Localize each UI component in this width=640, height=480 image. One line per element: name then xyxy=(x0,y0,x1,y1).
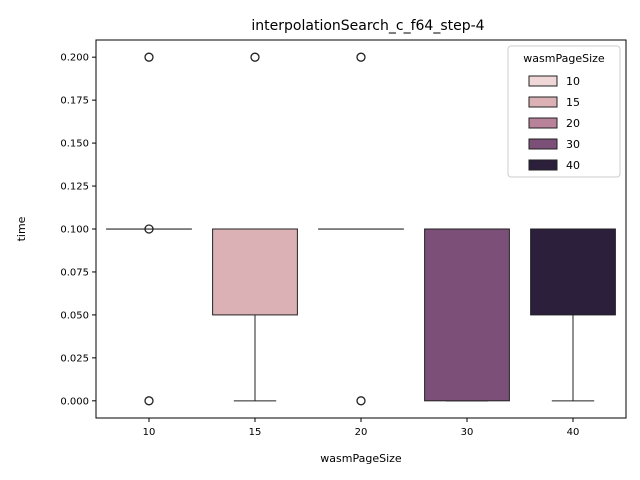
outlier-point xyxy=(144,224,154,234)
legend-label-40: 40 xyxy=(566,159,580,172)
outlier-point xyxy=(144,396,154,406)
y-tick-label: 0.000 xyxy=(60,396,89,407)
legend-title: wasmPageSize xyxy=(523,52,605,65)
box-group-10 xyxy=(106,52,192,406)
x-tick-label: 15 xyxy=(249,427,262,438)
legend: wasmPageSize 10 15 20 30 40 xyxy=(507,45,621,178)
legend-label-20: 20 xyxy=(566,117,580,130)
x-axis: 10 15 20 30 40 xyxy=(143,418,580,438)
legend-swatch-10 xyxy=(528,75,558,87)
chart-title: interpolationSearch_c_f64_step-4 xyxy=(251,18,484,34)
y-tick-label: 0.075 xyxy=(60,267,89,278)
legend-swatch-30 xyxy=(528,138,558,150)
box-group-30 xyxy=(424,228,510,402)
legend-swatch-20 xyxy=(528,117,558,129)
x-tick-label: 40 xyxy=(567,427,580,438)
y-tick-label: 0.125 xyxy=(60,182,89,193)
box-group-40 xyxy=(530,228,616,402)
x-axis-label: wasmPageSize xyxy=(320,452,402,465)
box-15 xyxy=(212,228,298,316)
y-axis: 0.000 0.025 0.050 0.075 0.100 0.125 0.150 0.175… xyxy=(60,53,96,407)
plot-area xyxy=(106,52,616,406)
y-axis-label: time xyxy=(15,216,28,241)
outlier-point xyxy=(250,52,260,62)
outlier-point xyxy=(356,396,366,406)
y-tick-label: 0.200 xyxy=(60,53,89,64)
legend-label-30: 30 xyxy=(566,138,580,151)
box-group-15 xyxy=(212,52,298,402)
y-tick-label: 0.150 xyxy=(60,139,89,150)
box-30 xyxy=(424,228,510,402)
legend-swatch-40 xyxy=(528,159,558,171)
x-tick-label: 20 xyxy=(355,427,368,438)
outlier-point xyxy=(356,52,366,62)
legend-swatch-15 xyxy=(528,96,558,108)
legend-label-15: 15 xyxy=(566,96,580,109)
legend-frame xyxy=(507,45,621,178)
y-tick-label: 0.050 xyxy=(60,310,89,321)
outlier-point xyxy=(144,52,154,62)
legend-label-10: 10 xyxy=(566,75,580,88)
box-40 xyxy=(530,228,616,316)
y-tick-label: 0.175 xyxy=(60,96,89,107)
x-tick-label: 30 xyxy=(461,427,474,438)
box-group-20 xyxy=(318,52,404,406)
x-tick-label: 10 xyxy=(143,427,156,438)
y-tick-label: 0.100 xyxy=(60,225,89,236)
y-tick-label: 0.025 xyxy=(60,353,89,364)
